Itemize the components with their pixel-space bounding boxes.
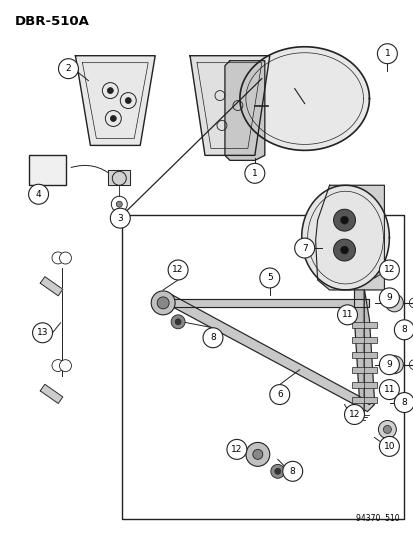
Circle shape xyxy=(378,437,399,456)
Circle shape xyxy=(171,315,185,329)
Circle shape xyxy=(378,354,399,375)
Circle shape xyxy=(107,87,113,94)
Polygon shape xyxy=(315,185,384,290)
Text: 5: 5 xyxy=(266,273,272,282)
Circle shape xyxy=(270,464,284,478)
Text: 10: 10 xyxy=(383,442,394,451)
FancyBboxPatch shape xyxy=(351,367,377,373)
Circle shape xyxy=(252,449,262,459)
Circle shape xyxy=(274,469,280,474)
Circle shape xyxy=(157,297,169,309)
Circle shape xyxy=(125,98,131,103)
Text: 8: 8 xyxy=(401,325,406,334)
Circle shape xyxy=(344,405,363,424)
Circle shape xyxy=(59,252,71,264)
Polygon shape xyxy=(301,185,389,290)
Circle shape xyxy=(333,209,355,231)
Circle shape xyxy=(377,421,395,439)
Circle shape xyxy=(394,320,413,340)
Circle shape xyxy=(52,252,64,264)
Text: 12: 12 xyxy=(230,445,242,454)
Circle shape xyxy=(377,44,396,63)
Circle shape xyxy=(110,208,130,228)
Text: 1: 1 xyxy=(384,49,389,58)
Circle shape xyxy=(340,216,348,224)
Text: 12: 12 xyxy=(348,410,359,419)
Text: 2: 2 xyxy=(66,64,71,73)
FancyBboxPatch shape xyxy=(351,352,377,358)
Circle shape xyxy=(175,319,180,325)
Text: 11: 11 xyxy=(341,310,352,319)
FancyBboxPatch shape xyxy=(28,156,66,185)
Text: 11: 11 xyxy=(383,385,394,394)
Circle shape xyxy=(378,260,399,280)
Text: 8: 8 xyxy=(209,333,215,342)
Polygon shape xyxy=(354,290,373,405)
Circle shape xyxy=(226,439,246,459)
FancyBboxPatch shape xyxy=(351,337,377,343)
FancyBboxPatch shape xyxy=(351,382,377,387)
Polygon shape xyxy=(108,171,130,185)
Circle shape xyxy=(58,59,78,79)
Text: 13: 13 xyxy=(37,328,48,337)
Circle shape xyxy=(116,201,122,207)
Polygon shape xyxy=(40,384,63,403)
Text: 12: 12 xyxy=(383,265,394,274)
Circle shape xyxy=(337,305,357,325)
Text: 1: 1 xyxy=(252,169,257,178)
Text: 8: 8 xyxy=(401,398,406,407)
Circle shape xyxy=(33,323,52,343)
Circle shape xyxy=(59,360,71,372)
Circle shape xyxy=(28,184,48,204)
Text: 6: 6 xyxy=(276,390,282,399)
Text: 3: 3 xyxy=(117,214,123,223)
Polygon shape xyxy=(75,56,155,146)
Circle shape xyxy=(394,393,413,413)
Text: 9: 9 xyxy=(386,293,391,302)
Circle shape xyxy=(282,462,302,481)
Text: 9: 9 xyxy=(386,360,391,369)
Text: 4: 4 xyxy=(36,190,41,199)
Circle shape xyxy=(385,294,402,312)
Circle shape xyxy=(378,288,399,308)
FancyBboxPatch shape xyxy=(351,397,377,402)
Circle shape xyxy=(294,238,314,258)
Circle shape xyxy=(202,328,223,348)
Circle shape xyxy=(382,425,390,433)
Circle shape xyxy=(168,260,188,280)
Circle shape xyxy=(385,356,402,374)
Circle shape xyxy=(52,360,64,372)
Polygon shape xyxy=(165,295,373,411)
Text: DBR-510A: DBR-510A xyxy=(14,15,89,28)
Circle shape xyxy=(333,239,355,261)
FancyBboxPatch shape xyxy=(351,322,377,328)
Circle shape xyxy=(340,246,348,254)
Polygon shape xyxy=(40,277,63,296)
Text: 12: 12 xyxy=(172,265,183,274)
Circle shape xyxy=(269,385,289,405)
Circle shape xyxy=(244,163,264,183)
Circle shape xyxy=(151,291,175,315)
Polygon shape xyxy=(163,299,368,307)
Circle shape xyxy=(259,268,279,288)
Polygon shape xyxy=(240,47,368,150)
Text: 7: 7 xyxy=(301,244,307,253)
Polygon shape xyxy=(224,61,264,160)
Circle shape xyxy=(378,379,399,400)
Text: 94370  510: 94370 510 xyxy=(355,514,399,523)
Circle shape xyxy=(110,116,116,122)
Polygon shape xyxy=(190,56,269,156)
Text: 8: 8 xyxy=(289,467,295,476)
Circle shape xyxy=(245,442,269,466)
